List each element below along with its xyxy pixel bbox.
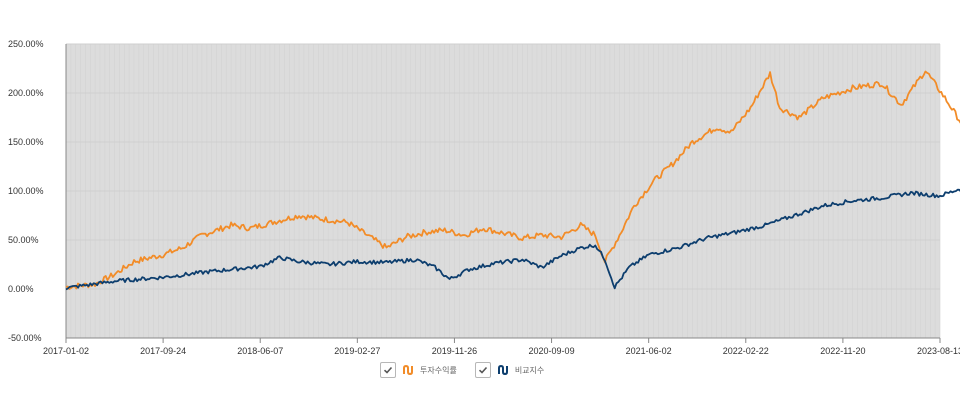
y-tick-label: 100.00% [8,186,44,196]
line-glyph-icon [403,364,413,376]
line-glyph-icon [497,364,508,376]
x-tick-label: 2022-11-20 [820,346,865,356]
x-tick-label: 2019-02-27 [334,346,380,356]
legend-item-return[interactable]: 투자수익률 [380,362,457,378]
x-tick-label: 2023-08-13 [917,346,960,356]
y-tick-label: 50.00% [8,235,39,245]
y-tick-label: 250.00% [8,39,44,49]
check-icon [383,366,393,374]
checkbox[interactable] [380,362,396,378]
x-tick-label: 2020-09-09 [529,346,575,356]
x-tick-label: 2019-11-26 [432,346,477,356]
y-tick-label: -50.00% [8,333,42,343]
series-line-benchmark [65,188,960,291]
legend: 투자수익률 비교지수 [380,362,544,378]
check-icon [478,366,487,374]
line-chart: 250.00% 200.00% 150.00% 100.00% 50.00% 0.00% -… [8,39,960,356]
x-tick-label: 2022-02-22 [723,346,769,356]
legend-label-return: 투자수익률 [420,365,457,375]
x-tick-label: 2017-01-02 [43,346,89,356]
checkbox[interactable] [474,362,491,378]
series-line-return [65,70,960,290]
y-tick-label: 200.00% [8,88,44,98]
x-tick-label: 2017-09-24 [140,346,186,356]
legend-item-benchmark[interactable]: 비교지수 [474,362,545,378]
legend-label-benchmark: 비교지수 [514,365,545,375]
x-tick-label: 2018-06-07 [237,346,283,356]
x-tick-label: 2021-06-02 [626,346,672,356]
y-tick-label: 0.00% [8,284,34,294]
y-tick-label: 150.00% [8,137,44,147]
